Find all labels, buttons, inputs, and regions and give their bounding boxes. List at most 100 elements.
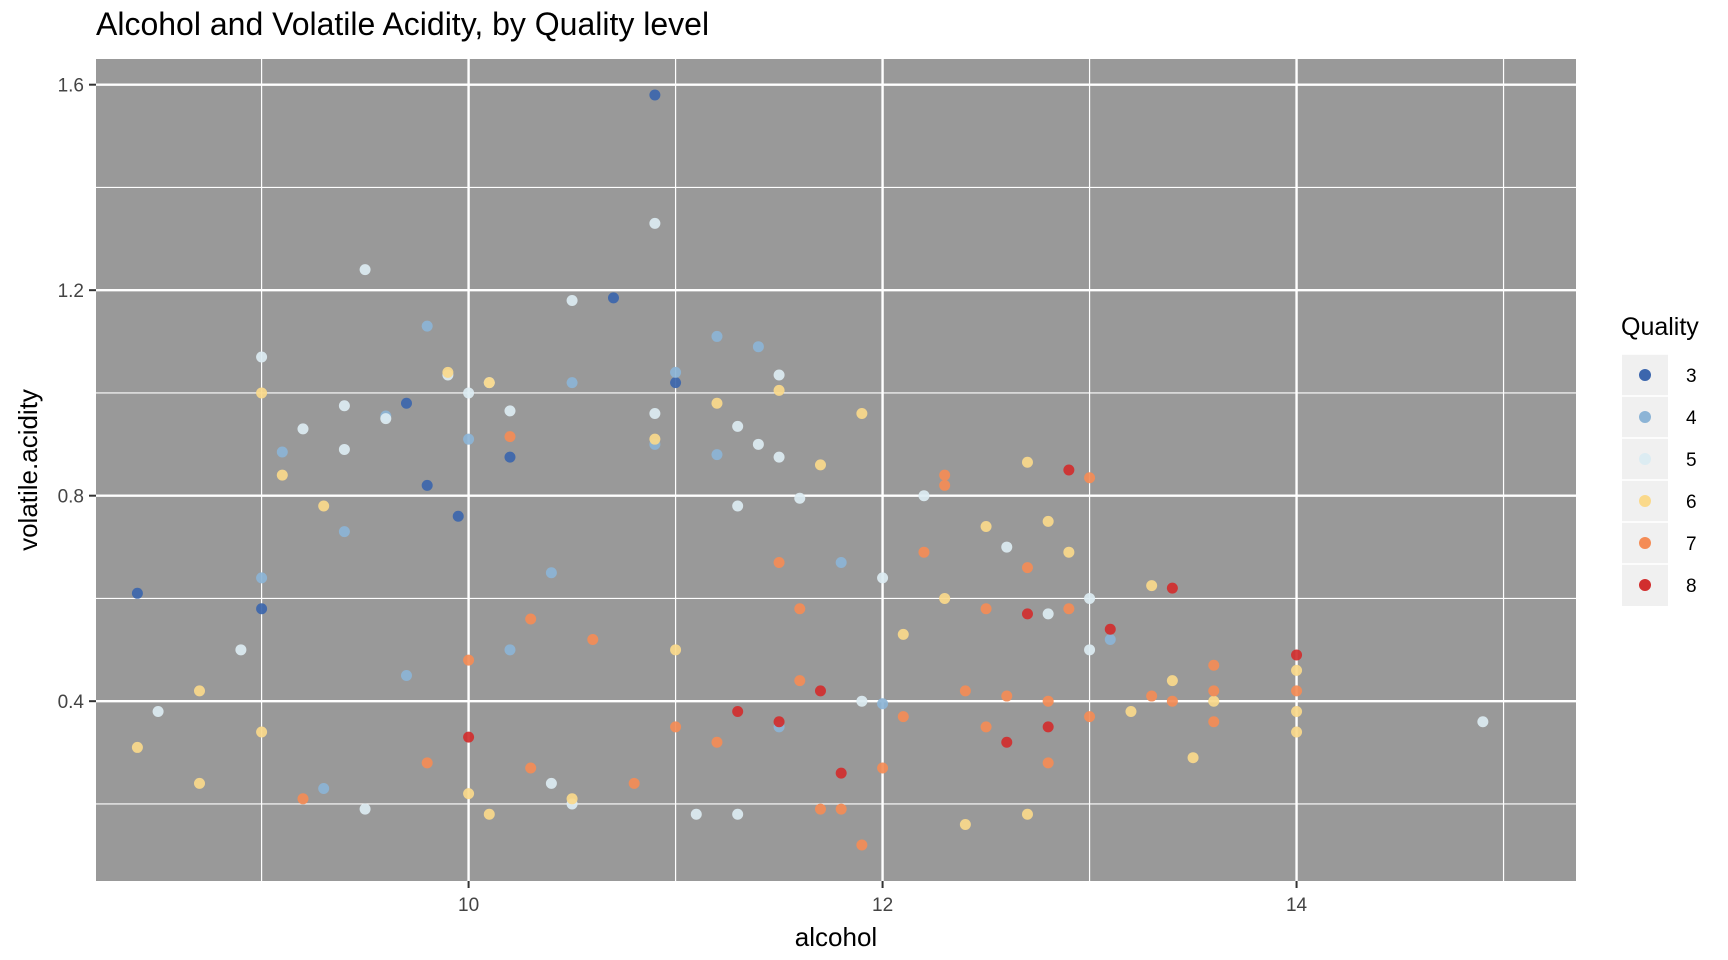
data-point-quality-7 <box>1084 472 1096 484</box>
data-point-quality-6 <box>980 521 992 533</box>
data-point-quality-4 <box>256 572 268 584</box>
data-point-quality-5 <box>297 423 309 435</box>
grid-minor <box>96 59 1576 881</box>
data-point-quality-7 <box>1146 690 1158 702</box>
data-point-quality-4 <box>670 366 682 378</box>
data-point-quality-7 <box>587 634 599 646</box>
data-point-quality-7 <box>525 762 537 774</box>
data-point-quality-4 <box>1104 634 1116 646</box>
data-point-quality-7 <box>939 479 951 491</box>
data-point-quality-6 <box>939 592 951 604</box>
data-point-quality-8 <box>773 716 785 728</box>
grid-major <box>96 59 1576 881</box>
plot-panel <box>96 59 1576 881</box>
data-point-quality-5 <box>504 405 516 417</box>
data-point-quality-5 <box>152 705 164 717</box>
data-point-quality-8 <box>1166 582 1178 594</box>
data-point-quality-4 <box>545 567 557 579</box>
data-point-quality-6 <box>1166 675 1178 687</box>
data-point-quality-7 <box>794 675 806 687</box>
data-point-quality-3 <box>504 451 516 463</box>
data-point-quality-6 <box>1291 705 1303 717</box>
data-point-quality-8 <box>835 767 847 779</box>
data-point-quality-8 <box>1001 736 1013 748</box>
data-point-quality-4 <box>318 783 330 795</box>
data-point-quality-5 <box>545 777 557 789</box>
data-point-quality-5 <box>463 387 475 399</box>
legend-key-quality-8 <box>1639 579 1651 591</box>
data-point-quality-3 <box>131 587 143 599</box>
data-point-quality-4 <box>752 341 764 353</box>
data-point-quality-6 <box>318 500 330 512</box>
data-point-quality-5 <box>690 808 702 820</box>
data-point-quality-6 <box>131 741 143 753</box>
data-point-quality-5 <box>1084 644 1096 656</box>
data-point-quality-5 <box>359 803 371 815</box>
legend-key-quality-4 <box>1639 411 1651 423</box>
data-point-quality-4 <box>711 449 723 461</box>
data-point-quality-4 <box>835 556 847 568</box>
data-point-quality-3 <box>649 89 661 101</box>
data-point-quality-6 <box>1146 580 1158 592</box>
y-tick-label: 1.2 <box>58 281 84 302</box>
data-point-quality-8 <box>463 731 475 743</box>
data-point-quality-4 <box>338 526 350 538</box>
data-point-quality-6 <box>670 644 682 656</box>
data-point-quality-5 <box>566 294 578 306</box>
data-point-quality-6 <box>1042 515 1054 527</box>
legend-label-quality-8: 8 <box>1686 576 1697 597</box>
data-point-quality-8 <box>1104 623 1116 635</box>
data-point-quality-5 <box>752 438 764 450</box>
data-point-quality-7 <box>1063 603 1075 615</box>
data-point-quality-5 <box>649 217 661 229</box>
data-point-quality-8 <box>1291 649 1303 661</box>
data-point-quality-5 <box>649 407 661 419</box>
legend-label-quality-3: 3 <box>1686 366 1697 387</box>
data-point-quality-5 <box>338 400 350 412</box>
data-point-quality-5 <box>877 572 889 584</box>
legend-key-quality-5 <box>1639 453 1651 465</box>
data-point-quality-7 <box>856 839 868 851</box>
x-tick-label: 14 <box>1286 895 1308 916</box>
legend-label-quality-6: 6 <box>1686 492 1697 513</box>
data-point-quality-7 <box>1021 562 1033 574</box>
data-point-quality-7 <box>1042 757 1054 769</box>
data-point-quality-5 <box>794 492 806 504</box>
data-point-quality-7 <box>421 757 433 769</box>
data-point-quality-5 <box>732 420 744 432</box>
data-point-quality-7 <box>1208 716 1220 728</box>
x-tick-label: 10 <box>458 895 479 916</box>
data-point-quality-6 <box>814 459 826 471</box>
data-point-quality-8 <box>1063 464 1075 476</box>
data-point-quality-3 <box>400 397 412 409</box>
data-point-quality-6 <box>959 818 971 830</box>
data-point-quality-5 <box>380 413 392 425</box>
data-point-quality-7 <box>773 556 785 568</box>
data-point-quality-7 <box>525 613 537 625</box>
data-point-quality-6 <box>856 407 868 419</box>
x-axis-title: alcohol <box>795 922 877 952</box>
data-point-quality-6 <box>276 469 288 481</box>
data-point-quality-6 <box>442 366 454 378</box>
data-point-quality-7 <box>980 721 992 733</box>
data-point-quality-5 <box>359 264 371 276</box>
y-tick-label: 0.8 <box>58 487 84 508</box>
points-layer <box>131 89 1489 851</box>
data-point-quality-7 <box>504 431 516 443</box>
data-point-quality-6 <box>483 377 495 389</box>
data-point-quality-7 <box>1084 711 1096 723</box>
legend-label-quality-4: 4 <box>1686 408 1697 429</box>
data-point-quality-6 <box>1208 695 1220 707</box>
data-point-quality-6 <box>897 628 909 640</box>
data-point-quality-4 <box>711 330 723 342</box>
data-point-quality-5 <box>856 695 868 707</box>
legend: Quality 3 4 5 6 7 8 <box>1621 313 1699 606</box>
data-point-quality-6 <box>1063 546 1075 558</box>
data-point-quality-7 <box>814 803 826 815</box>
data-point-quality-7 <box>1208 685 1220 697</box>
data-point-quality-7 <box>877 762 889 774</box>
data-point-quality-8 <box>1021 608 1033 620</box>
data-point-quality-7 <box>297 793 309 805</box>
y-axis-title: volatile.acidity <box>13 389 43 551</box>
data-point-quality-5 <box>1084 592 1096 604</box>
